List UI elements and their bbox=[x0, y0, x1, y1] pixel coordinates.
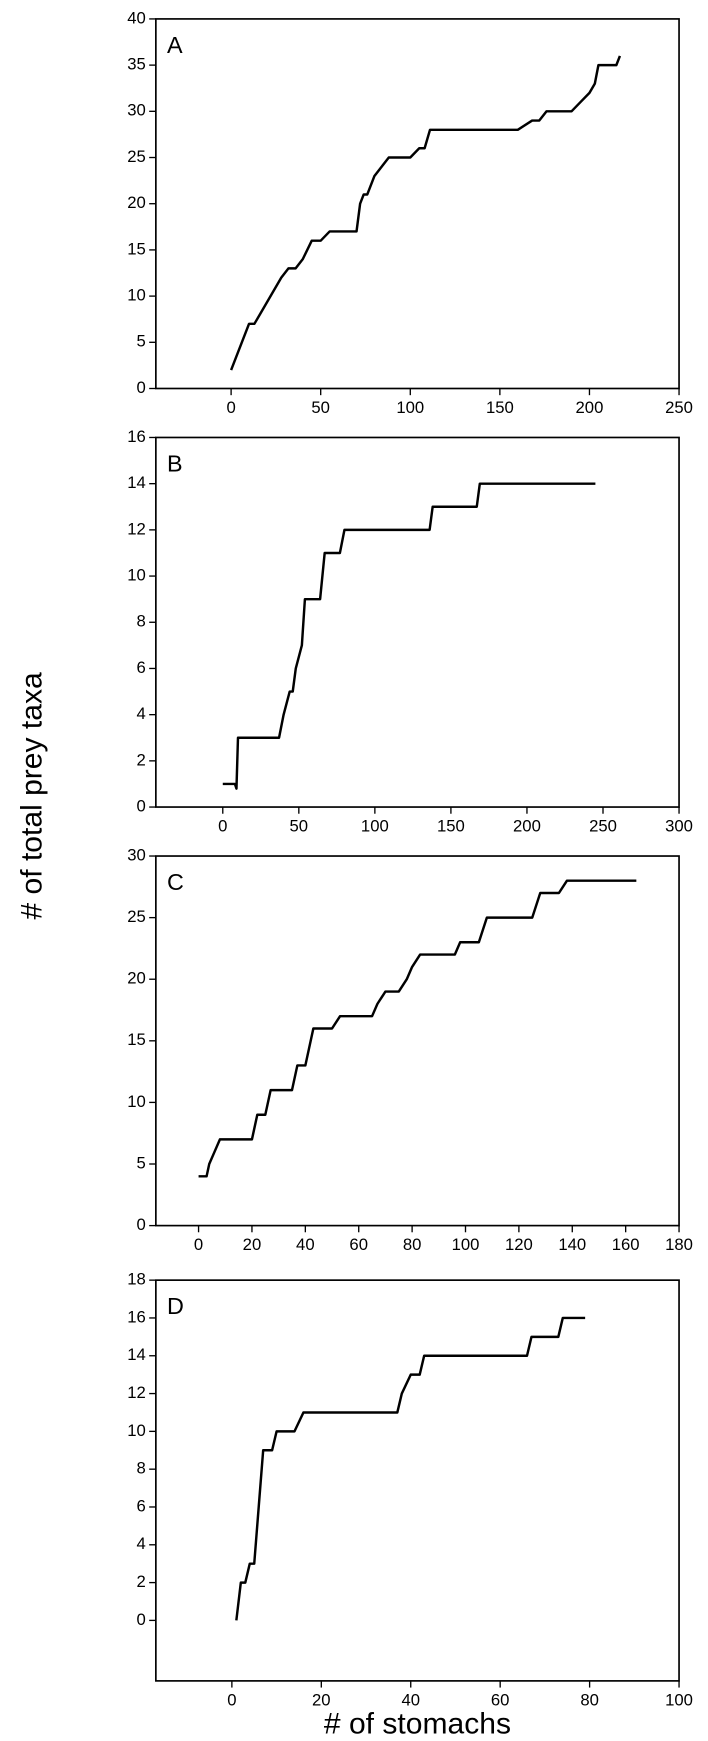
data-line bbox=[222, 482, 596, 790]
y-tick-label: 20 bbox=[127, 193, 146, 212]
plot-frame bbox=[155, 18, 680, 390]
data-line bbox=[198, 879, 637, 1178]
y-tick-label: 5 bbox=[137, 332, 146, 351]
y-tick-label: 14 bbox=[127, 473, 146, 492]
x-tick-label: 150 bbox=[486, 398, 514, 417]
plot-frame bbox=[155, 436, 680, 808]
y-tick-label: 6 bbox=[137, 658, 146, 677]
y-tick-label: 0 bbox=[137, 796, 146, 815]
y-tick-label: 35 bbox=[127, 55, 146, 74]
y-tick-label: 5 bbox=[137, 1153, 146, 1172]
y-tick-label: 6 bbox=[137, 1496, 146, 1515]
y-tick-label: 4 bbox=[137, 1534, 146, 1553]
x-tick-label: 80 bbox=[580, 1690, 599, 1709]
x-tick-label: 140 bbox=[558, 1235, 586, 1254]
y-tick-label: 2 bbox=[137, 750, 146, 769]
data-line bbox=[235, 1316, 586, 1621]
y-tick-label: 0 bbox=[137, 378, 146, 397]
panel-label: A bbox=[167, 32, 183, 58]
y-tick-label: 10 bbox=[127, 565, 146, 584]
y-tick-label: 25 bbox=[127, 147, 146, 166]
y-tick-label: 10 bbox=[127, 286, 146, 305]
x-tick-label: 80 bbox=[403, 1235, 422, 1254]
x-tick-label: 0 bbox=[194, 1235, 203, 1254]
plot-frame bbox=[155, 855, 680, 1227]
x-tick-label: 100 bbox=[396, 398, 424, 417]
y-tick-label: 40 bbox=[127, 8, 146, 27]
y-tick-label: 15 bbox=[127, 239, 146, 258]
x-tick-label: 0 bbox=[227, 1690, 236, 1709]
x-tick-label: 60 bbox=[491, 1690, 510, 1709]
y-tick-label: 10 bbox=[127, 1092, 146, 1111]
x-tick-label: 0 bbox=[218, 816, 227, 835]
y-tick-label: 8 bbox=[137, 612, 146, 631]
x-tick-label: 250 bbox=[665, 398, 693, 417]
y-axis-label: # of total prey taxa bbox=[15, 672, 48, 919]
y-tick-label: 8 bbox=[137, 1459, 146, 1478]
x-tick-label: 100 bbox=[361, 816, 389, 835]
x-tick-label: 200 bbox=[513, 816, 541, 835]
y-tick-label: 16 bbox=[127, 1307, 146, 1326]
x-tick-label: 20 bbox=[312, 1690, 331, 1709]
x-tick-label: 20 bbox=[243, 1235, 262, 1254]
x-axis-label: # of stomachs bbox=[324, 1707, 511, 1740]
y-tick-label: 12 bbox=[127, 519, 146, 538]
y-tick-label: 18 bbox=[127, 1270, 146, 1289]
x-tick-label: 200 bbox=[576, 398, 604, 417]
x-tick-label: 120 bbox=[505, 1235, 533, 1254]
y-tick-label: 16 bbox=[127, 427, 146, 446]
x-tick-label: 0 bbox=[226, 398, 235, 417]
x-tick-label: 40 bbox=[401, 1690, 420, 1709]
y-tick-label: 30 bbox=[127, 845, 146, 864]
plot-frame bbox=[155, 1279, 680, 1682]
y-tick-label: 4 bbox=[137, 704, 146, 723]
y-tick-label: 15 bbox=[127, 1030, 146, 1049]
panel-label: D bbox=[167, 1293, 184, 1319]
x-tick-label: 160 bbox=[612, 1235, 640, 1254]
y-tick-label: 2 bbox=[137, 1572, 146, 1591]
x-tick-label: 50 bbox=[311, 398, 330, 417]
panel-label: B bbox=[167, 450, 183, 476]
y-tick-label: 25 bbox=[127, 907, 146, 926]
x-tick-label: 100 bbox=[452, 1235, 480, 1254]
x-tick-label: 60 bbox=[349, 1235, 368, 1254]
y-tick-label: 20 bbox=[127, 969, 146, 988]
x-tick-label: 40 bbox=[296, 1235, 315, 1254]
panel-label: C bbox=[167, 869, 184, 895]
x-tick-label: 100 bbox=[665, 1690, 693, 1709]
x-tick-label: 150 bbox=[437, 816, 465, 835]
y-tick-label: 30 bbox=[127, 101, 146, 120]
y-tick-label: 12 bbox=[127, 1383, 146, 1402]
y-tick-label: 0 bbox=[137, 1610, 146, 1629]
data-line bbox=[229, 55, 622, 371]
x-tick-label: 180 bbox=[665, 1235, 693, 1254]
x-tick-label: 50 bbox=[290, 816, 309, 835]
y-tick-label: 10 bbox=[127, 1421, 146, 1440]
y-tick-label: 0 bbox=[137, 1215, 146, 1234]
y-tick-label: 14 bbox=[127, 1345, 146, 1364]
x-tick-label: 300 bbox=[665, 816, 693, 835]
x-tick-label: 250 bbox=[589, 816, 617, 835]
